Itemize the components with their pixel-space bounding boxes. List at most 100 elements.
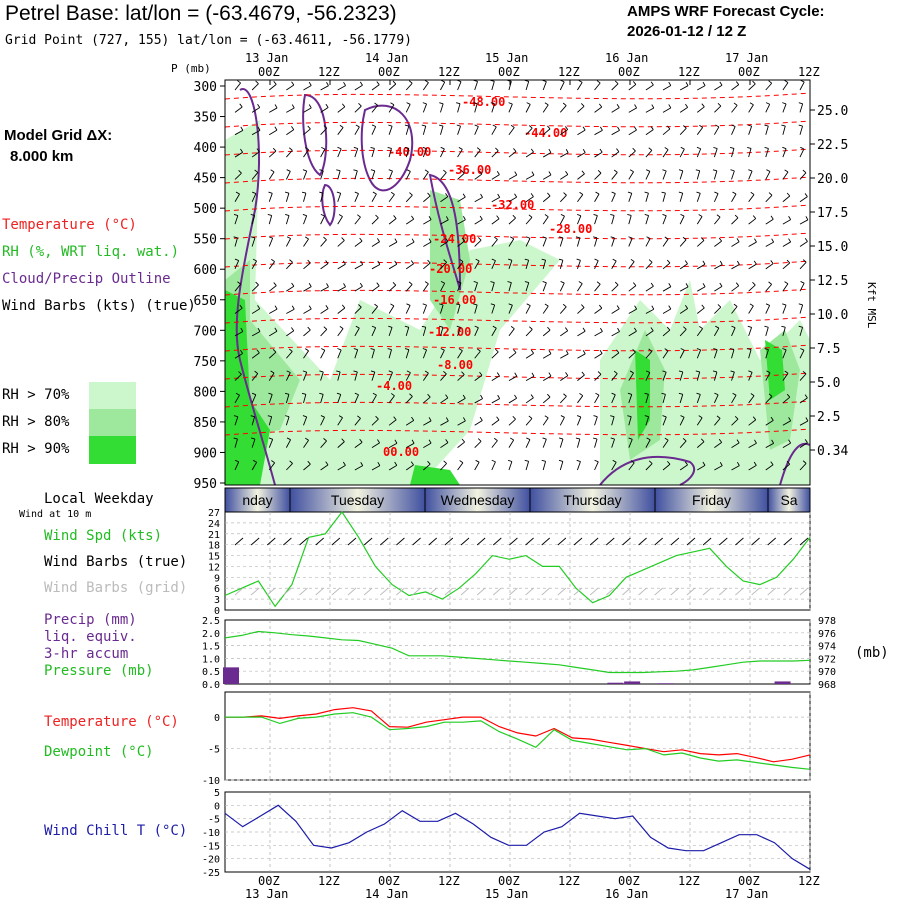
- wind-barb-flag: [473, 303, 478, 306]
- profile-wind-barb: [508, 303, 513, 314]
- weekday-name: Tuesday: [331, 492, 384, 508]
- profile-wind-barb: [457, 460, 464, 471]
- profile-wind-barb: [714, 438, 723, 449]
- profile-wind-barb: [440, 370, 447, 381]
- wind-barb-flag: [764, 124, 769, 127]
- wind-barb-staff: [525, 282, 530, 292]
- wind-barb-flag: [802, 370, 807, 375]
- wind-barb-flag: [582, 148, 586, 153]
- wind-barb-staff: [474, 239, 482, 247]
- wind-barb-staff: [765, 464, 774, 471]
- wind-barb-staff: [714, 442, 722, 449]
- wind-barb-staff: [577, 215, 582, 225]
- wind-barb-flag: [541, 258, 546, 261]
- profile-wind-barb: [251, 327, 261, 337]
- wind-barb-staff: [251, 260, 257, 270]
- wind-barb-staff: [594, 106, 603, 113]
- wind-barb-flag: [406, 370, 411, 374]
- surface-wind-barb-true: [605, 537, 615, 546]
- wind-barb-flag: [680, 348, 685, 351]
- wind-barb-staff: [748, 83, 756, 91]
- wind-barb-staff: [268, 237, 274, 247]
- wind-barb-staff: [748, 349, 752, 359]
- wind-barb-flag: [715, 124, 720, 128]
- wind-barb-flag: [617, 126, 620, 131]
- wind-barb-staff: [251, 308, 260, 314]
- legend-temperature: Temperature (°C): [2, 217, 137, 233]
- precip-panel-frame: [224, 619, 811, 685]
- profile-wind-barb: [799, 237, 808, 247]
- profile-wind-barb: [337, 81, 346, 91]
- wind-barb-flag: [616, 305, 620, 310]
- profile-wind-barb: [627, 392, 633, 404]
- profile-wind-barb: [234, 371, 242, 381]
- wind-barb-staff: [577, 173, 585, 180]
- profile-wind-barb: [268, 169, 275, 180]
- profile-wind-barb: [268, 81, 277, 91]
- wind-barb-staff: [269, 308, 278, 314]
- wind-barb-flag: [560, 213, 565, 217]
- wind-barb-flag: [355, 325, 360, 329]
- wind-barb-staff: [405, 104, 411, 113]
- wind-barb-flag: [239, 103, 243, 108]
- temp-ytick: 0: [214, 713, 220, 724]
- profile-wind-barb: [354, 81, 363, 91]
- wind-barb-flag: [240, 126, 244, 131]
- profile-wind-barb: [748, 191, 755, 203]
- profile-wind-barb: [594, 258, 599, 270]
- wind-barb-staff: [474, 420, 483, 426]
- wind-barb-flag: [628, 236, 633, 239]
- profile-wind-barb: [269, 104, 278, 113]
- wind-barb-flag: [781, 124, 786, 127]
- wind-barb-staff: [354, 240, 363, 247]
- wind-barb-flag: [476, 147, 481, 151]
- profile-wind-barb: [268, 349, 277, 359]
- wind-barb-staff: [782, 262, 791, 270]
- wind-barb-staff: [542, 152, 552, 158]
- wind-barb-staff: [662, 262, 671, 270]
- wind-barb-staff: [303, 394, 307, 404]
- wind-barb-staff: [577, 416, 582, 426]
- wind-barb-staff: [440, 196, 449, 203]
- wind-barb-flag: [497, 193, 501, 198]
- height-tick-label: 5.0: [817, 376, 840, 391]
- surface-wind-barb-grid: [751, 587, 760, 596]
- wind-barb-staff: [628, 107, 637, 113]
- wind-barb-staff: [268, 462, 276, 471]
- top-hour-label: 12Z: [678, 65, 700, 79]
- wind-barb-flag: [408, 281, 413, 285]
- profile-wind-barb: [337, 237, 345, 247]
- wind-barb-flag: [480, 193, 483, 198]
- wind-barb-flag: [661, 191, 666, 194]
- profile-wind-barb: [234, 392, 240, 404]
- surface-wind-barb-true: [557, 537, 567, 546]
- profile-wind-barb: [285, 415, 290, 426]
- temp-contour-10: [224, 372, 811, 380]
- wind-barb-flag: [798, 303, 803, 306]
- wind-barb-flag: [630, 460, 635, 464]
- bottom-hour-label: 12Z: [438, 874, 460, 888]
- profile-wind-barb: [286, 282, 295, 292]
- top-hour-label: 12Z: [798, 65, 820, 79]
- wind-barb-flag: [474, 325, 479, 329]
- profile-wind-barb: [320, 81, 329, 91]
- wind-barb-staff: [457, 304, 461, 314]
- wind-barb-staff: [697, 286, 706, 292]
- wind-barb-flag: [650, 81, 654, 86]
- profile-wind-barb: [250, 415, 256, 426]
- profile-wind-barb: [799, 348, 805, 359]
- profile-wind-barb: [474, 325, 479, 337]
- wind-barb-flag: [291, 104, 295, 109]
- wind-barb-staff: [765, 396, 773, 404]
- profile-wind-barb: [491, 437, 498, 448]
- forecast-cycle: 2026-01-12 / 12 Z: [627, 23, 747, 40]
- profile-wind-barb: [662, 213, 667, 225]
- wind-barb-staff: [440, 103, 444, 113]
- profile-wind-barb: [764, 124, 769, 135]
- wind-barb-flag: [404, 124, 409, 127]
- precip-bar: [607, 682, 624, 684]
- profile-wind-barb: [353, 146, 359, 158]
- profile-wind-barb: [405, 192, 413, 203]
- wind-barb-staff: [371, 148, 375, 158]
- station-title: Petrel Base: lat/lon = (-63.4679, -56.23…: [5, 2, 397, 25]
